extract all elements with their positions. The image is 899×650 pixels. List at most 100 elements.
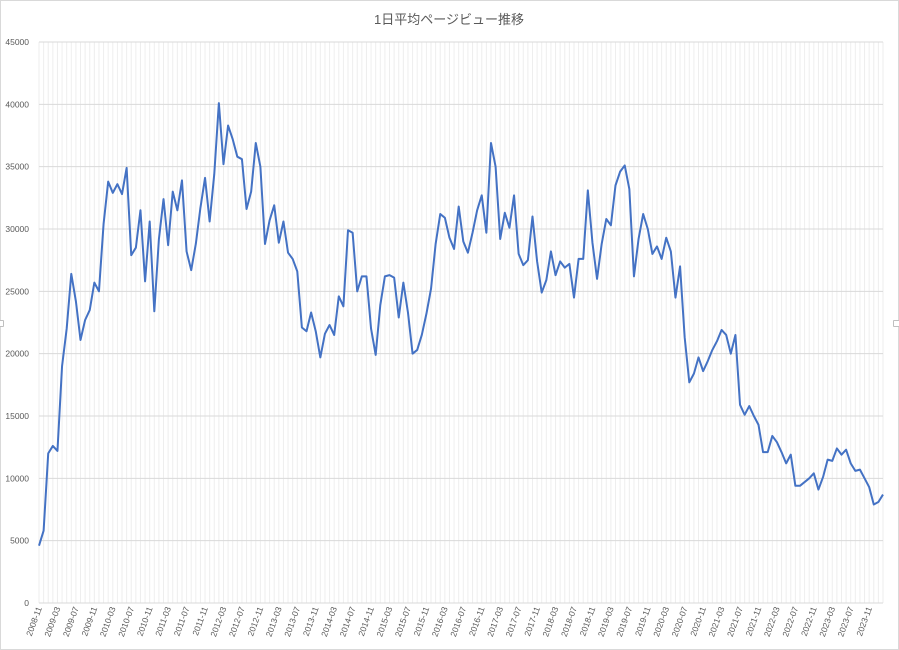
data-point: [287, 251, 289, 253]
data-point: [568, 263, 570, 265]
data-point: [596, 278, 598, 280]
data-point: [531, 215, 533, 217]
x-tick-label: 2021-03: [706, 605, 726, 638]
data-point: [462, 240, 464, 242]
data-point: [218, 102, 220, 104]
data-point: [762, 451, 764, 453]
x-tick-label: 2019-03: [596, 605, 616, 638]
data-point: [494, 165, 496, 167]
data-point: [232, 138, 234, 140]
y-tick-label: 10000: [5, 473, 29, 483]
data-point: [199, 207, 201, 209]
data-point: [642, 213, 644, 215]
data-point: [176, 209, 178, 211]
data-point: [757, 424, 759, 426]
data-point: [660, 258, 662, 260]
data-point: [282, 220, 284, 222]
resize-handle-right[interactable]: [893, 320, 899, 327]
x-tick-label: 2012-07: [227, 605, 247, 638]
data-point: [725, 334, 727, 336]
chart-title: 1日平均ページビュー推移: [374, 12, 524, 27]
data-point: [467, 251, 469, 253]
data-point: [42, 529, 44, 531]
data-point: [513, 194, 515, 196]
data-point: [517, 253, 519, 255]
x-tick-label: 2020-03: [651, 605, 671, 638]
data-point: [365, 275, 367, 277]
data-point: [688, 381, 690, 383]
data-point: [753, 415, 755, 417]
data-point: [190, 269, 192, 271]
data-point: [693, 372, 695, 374]
data-point: [813, 472, 815, 474]
data-point: [790, 453, 792, 455]
data-point: [236, 155, 238, 157]
data-point: [771, 435, 773, 437]
data-point: [374, 354, 376, 356]
data-point: [785, 462, 787, 464]
x-tick-label: 2009-03: [42, 605, 62, 638]
data-point: [808, 477, 810, 479]
data-point: [125, 167, 127, 169]
data-point: [144, 280, 146, 282]
data-point: [600, 243, 602, 245]
data-point: [587, 189, 589, 191]
data-point: [273, 204, 275, 206]
x-tick-label: 2015-07: [393, 605, 413, 638]
data-point: [577, 258, 579, 260]
data-point: [619, 170, 621, 172]
data-point: [776, 441, 778, 443]
x-tick-label: 2010-07: [116, 605, 136, 638]
series-line[interactable]: [38, 102, 884, 546]
data-point: [310, 311, 312, 313]
x-tick-label: 2018-07: [559, 605, 579, 638]
x-tick-label: 2013-03: [264, 605, 284, 638]
resize-handle-left[interactable]: [0, 320, 4, 327]
y-tick-label: 45000: [5, 37, 29, 47]
data-point: [52, 445, 54, 447]
data-point: [241, 158, 243, 160]
data-point: [139, 209, 141, 211]
data-point: [582, 258, 584, 260]
data-point: [605, 218, 607, 220]
data-point: [854, 470, 856, 472]
data-point: [651, 253, 653, 255]
data-point: [633, 275, 635, 277]
data-point: [47, 452, 49, 454]
horizontal-gridlines: [39, 41, 883, 604]
y-tick-label: 5000: [10, 536, 29, 546]
data-point: [333, 334, 335, 336]
data-point: [716, 340, 718, 342]
x-tick-label: 2022-03: [762, 605, 782, 638]
data-point: [75, 300, 77, 302]
x-tick-label: 2009-11: [79, 605, 99, 637]
data-point: [591, 242, 593, 244]
data-point: [172, 190, 174, 192]
data-point: [393, 276, 395, 278]
x-tick-label: 2020-11: [688, 605, 708, 637]
data-point: [448, 237, 450, 239]
data-point: [250, 190, 252, 192]
y-tick-label: 30000: [5, 224, 29, 234]
data-point: [868, 486, 870, 488]
x-tick-label: 2023-07: [836, 605, 856, 638]
data-point: [181, 179, 183, 181]
data-point: [162, 198, 164, 200]
data-point: [342, 305, 344, 307]
data-point: [356, 290, 358, 292]
data-point: [485, 232, 487, 234]
data-point: [656, 245, 658, 247]
data-point: [739, 404, 741, 406]
data-point: [38, 544, 40, 546]
data-point: [720, 329, 722, 331]
data-point: [93, 281, 95, 283]
data-point: [674, 296, 676, 298]
data-point: [112, 192, 114, 194]
data-point: [550, 250, 552, 252]
data-point: [817, 488, 819, 490]
data-point: [624, 164, 626, 166]
data-point: [707, 360, 709, 362]
x-tick-label: 2021-11: [743, 605, 763, 637]
data-point: [361, 275, 363, 277]
